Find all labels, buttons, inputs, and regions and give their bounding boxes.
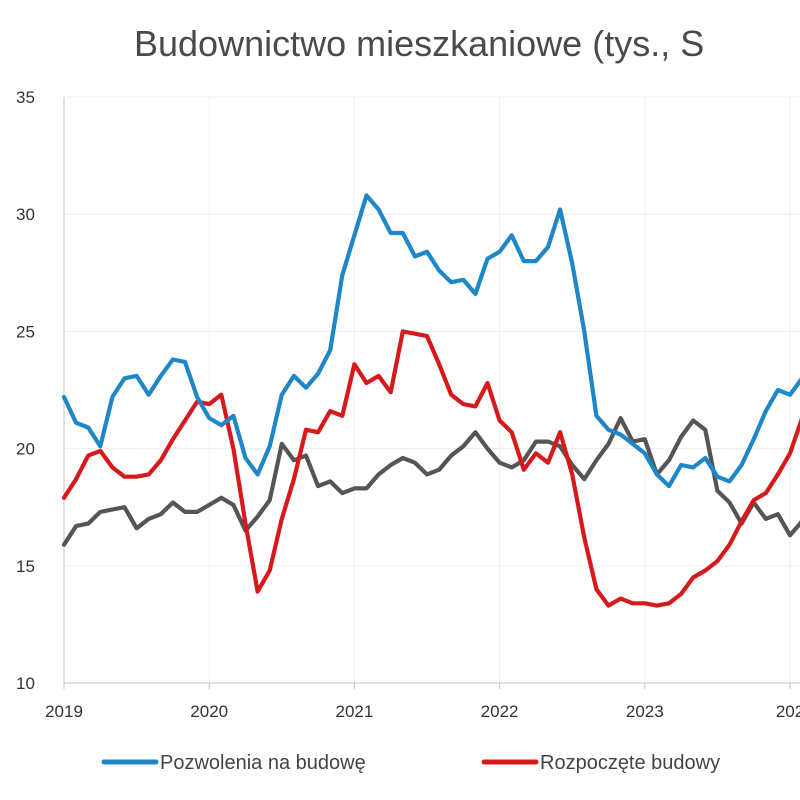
legend-label: Rozpoczęte budowy [540,752,720,774]
x-tick-label: 2019 [45,702,83,721]
chart-axes [63,97,800,689]
chart-ticks: 35 30 25 20 15 10 2019 2020 2021 2022 2023 202 [16,88,800,721]
series-line-1 [61,193,800,489]
legend-label: Pozwolenia na budowę [160,752,366,774]
x-tick-label: 2022 [481,702,519,721]
y-tick-label: 20 [16,440,35,459]
series-line-2 [61,329,800,608]
chart-legend: Pozwolenia na budowę Rozpoczęte budowy [101,752,720,774]
series-line-3 [61,416,800,547]
x-tick-label: 2020 [190,702,228,721]
chart-title: Budownictwo mieszkaniowe (tys., S [134,23,704,64]
chart-lines [61,193,800,608]
x-tick-label: 202 [776,702,800,721]
y-tick-label: 15 [16,557,35,576]
y-tick-label: 25 [16,322,35,341]
y-tick-label: 35 [16,88,35,107]
y-tick-label: 30 [16,205,35,224]
y-tick-label: 10 [16,674,35,693]
chart-grid [63,96,800,683]
x-tick-label: 2021 [335,702,373,721]
x-tick-label: 2023 [626,702,664,721]
